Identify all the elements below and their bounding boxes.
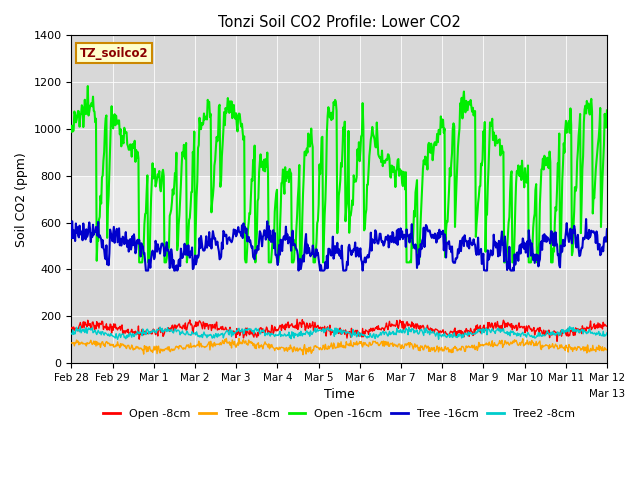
Legend: Open -8cm, Tree -8cm, Open -16cm, Tree -16cm, Tree2 -8cm: Open -8cm, Tree -8cm, Open -16cm, Tree -… <box>99 404 579 423</box>
X-axis label: Time: Time <box>324 388 355 401</box>
Text: TZ_soilco2: TZ_soilco2 <box>79 47 148 60</box>
Y-axis label: Soil CO2 (ppm): Soil CO2 (ppm) <box>15 152 28 247</box>
Title: Tonzi Soil CO2 Profile: Lower CO2: Tonzi Soil CO2 Profile: Lower CO2 <box>218 15 461 30</box>
Bar <box>72 176 607 269</box>
Text: Mar 13: Mar 13 <box>589 389 625 399</box>
